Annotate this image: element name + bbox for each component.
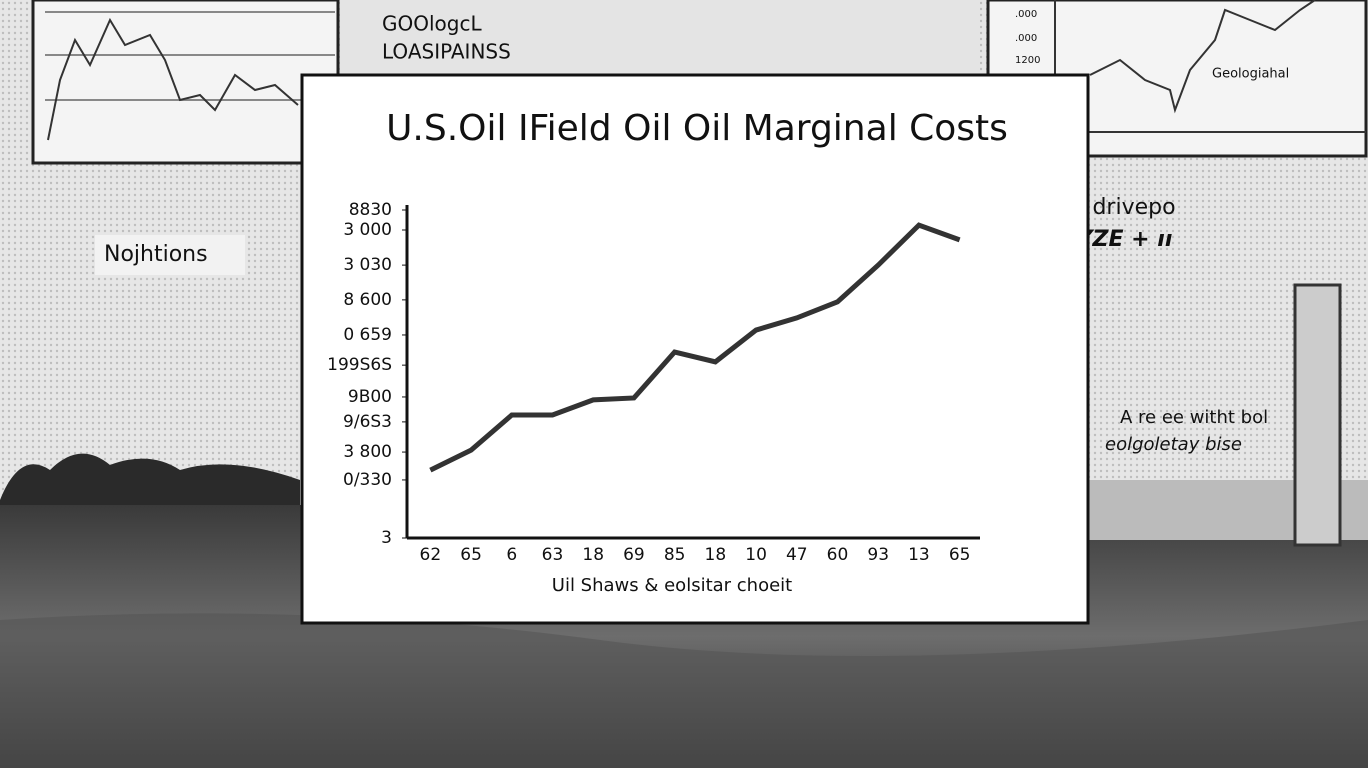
note: Nojhtions <box>104 242 208 267</box>
field <box>0 613 1368 768</box>
x-tick-label: 10 <box>745 545 767 565</box>
y-tick-label: 8 600 <box>343 290 392 310</box>
y-tick-label: 3 000 <box>343 220 392 240</box>
x-tick-label: 69 <box>623 545 645 565</box>
bg-tick: .000 <box>1015 33 1037 44</box>
y-tick-label: 8830 <box>349 200 392 220</box>
bg-panel <box>340 0 980 72</box>
bg-chart-label: Geologiahal <box>1212 67 1289 82</box>
x-tick-label: 63 <box>542 545 564 565</box>
x-tick-label: 47 <box>786 545 808 565</box>
bg-line <box>47 17 299 141</box>
x-tick-label: 93 <box>867 545 889 565</box>
y-tick-label: 3 <box>381 528 392 548</box>
x-tick-label: 60 <box>827 545 849 565</box>
y-tick-label: 9B00 <box>348 387 392 407</box>
y-tick-label: 199S6S <box>327 355 392 375</box>
panel-text: LOASIPAINSS <box>382 40 511 64</box>
x-tick-label: 65 <box>949 545 971 565</box>
bg-line <box>1089 0 1316 114</box>
x-tick-label: 85 <box>664 545 686 565</box>
y-tick-label: 9/6S3 <box>343 412 392 432</box>
data-line <box>429 222 961 473</box>
chart-title: U.S.Oil IField Oil Oil Marginal Costs <box>386 108 1008 149</box>
trees <box>0 453 300 520</box>
x-axis-label: Uil Shaws & eolsitar choeit <box>552 575 792 596</box>
y-tick-label: 0/330 <box>343 470 392 490</box>
chart-panel <box>300 73 1090 625</box>
note-box <box>95 235 245 275</box>
x-tick-label: 18 <box>582 545 604 565</box>
x-tick-label: 6 <box>506 545 517 565</box>
y-tick-label: 3 800 <box>343 442 392 462</box>
note: eolgoletay bise <box>1105 434 1242 455</box>
main-chart: U.S.Oil IField Oil Oil Marginal Costs Ui… <box>300 73 1090 625</box>
bg-grid <box>45 11 335 101</box>
bg-tick: .000 <box>1015 9 1037 20</box>
x-tick-label: 18 <box>705 545 727 565</box>
bg-tick: 1200 <box>1015 55 1040 66</box>
bg-chart-panel <box>31 0 340 165</box>
y-tick-label: 3 030 <box>343 255 392 275</box>
x-tick-label: 65 <box>460 545 482 565</box>
oil-derrick <box>1293 283 1342 547</box>
note: A re ee witht bol <box>1120 407 1268 428</box>
x-tick-label: 13 <box>908 545 930 565</box>
y-tick-label: 0 659 <box>343 325 392 345</box>
panel-text: GOOlogcL <box>382 12 482 36</box>
x-tick-label: 62 <box>420 545 442 565</box>
